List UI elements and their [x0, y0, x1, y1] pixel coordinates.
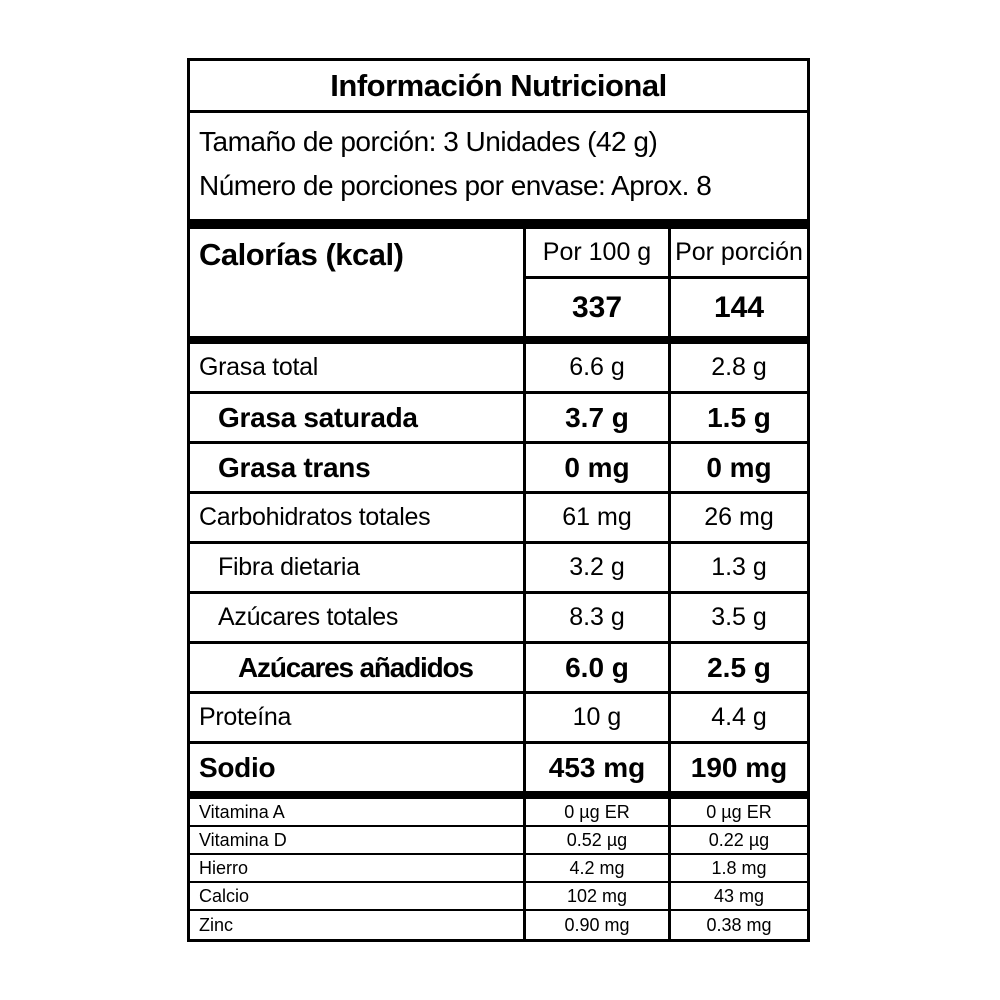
nutrient-per-100g: 6.0 g [523, 644, 668, 691]
per-100g-column-header: Por 100 g [523, 229, 668, 279]
calories-section: Calorías (kcal) Por 100 g Por porción 33… [190, 229, 807, 344]
nutrient-name: Azúcares totales [218, 603, 399, 631]
micronutrient-per-100g: 0.52 µg [523, 827, 668, 853]
table-row-carbohidratos: Carbohidratos totales 61 mg 26 mg [190, 494, 807, 544]
nutrient-per-100g: 0 mg [523, 444, 668, 491]
micronutrient-per-portion: 0 µg ER [668, 799, 807, 825]
table-row-proteina: Proteína 10 g 4.4 g [190, 694, 807, 744]
serving-size-text: Tamaño de porción: 3 Unidades (42 g) [199, 126, 658, 157]
table-row-azucares-anadidos: Azúcares añadidos 6.0 g 2.5 g [190, 644, 807, 694]
calories-per-portion-value: 144 [668, 279, 807, 336]
micronutrient-name: Vitamina D [199, 829, 287, 850]
micronutrient-table: Vitamina A 0 µg ER 0 µg ER Vitamina D 0.… [190, 799, 807, 939]
nutrient-name: Fibra dietaria [218, 553, 360, 581]
nutrient-per-100g: 61 mg [523, 494, 668, 541]
table-row-vitamina-a: Vitamina A 0 µg ER 0 µg ER [190, 799, 807, 827]
micronutrient-per-portion: 0.22 µg [668, 827, 807, 853]
serving-info: Tamaño de porción: 3 Unidades (42 g) Núm… [190, 113, 807, 229]
micronutrient-per-100g: 4.2 mg [523, 855, 668, 881]
table-row-fibra-dietaria: Fibra dietaria 3.2 g 1.3 g [190, 544, 807, 594]
calories-label: Calorías (kcal) [199, 237, 404, 272]
micronutrient-name: Hierro [199, 857, 249, 878]
micronutrient-name: Calcio [199, 885, 250, 906]
nutrient-per-100g: 6.6 g [523, 344, 668, 391]
nutrient-name: Grasa total [199, 353, 318, 381]
table-row-zinc: Zinc 0.90 mg 0.38 mg [190, 911, 807, 939]
table-row-grasa-trans: Grasa trans 0 mg 0 mg [190, 444, 807, 494]
nutrient-name: Azúcares añadidos [238, 651, 474, 683]
nutrient-per-100g: 3.7 g [523, 394, 668, 441]
label-title: Información Nutricional [190, 61, 807, 113]
table-row-calcio: Calcio 102 mg 43 mg [190, 883, 807, 911]
nutrient-per-portion: 3.5 g [668, 594, 807, 641]
nutrition-label: Información Nutricional Tamaño de porció… [187, 58, 810, 942]
table-row-grasa-total: Grasa total 6.6 g 2.8 g [190, 344, 807, 394]
nutrient-table: Grasa total 6.6 g 2.8 g Grasa saturada 3… [190, 344, 807, 799]
nutrient-name: Carbohidratos totales [199, 503, 431, 531]
nutrient-per-portion: 2.5 g [668, 644, 807, 691]
table-row-hierro: Hierro 4.2 mg 1.8 mg [190, 855, 807, 883]
nutrient-per-portion: 2.8 g [668, 344, 807, 391]
table-row-sodio: Sodio 453 mg 190 mg [190, 744, 807, 799]
nutrient-per-100g: 453 mg [523, 744, 668, 791]
micronutrient-per-portion: 1.8 mg [668, 855, 807, 881]
table-row-azucares-totales: Azúcares totales 8.3 g 3.5 g [190, 594, 807, 644]
nutrient-per-100g: 8.3 g [523, 594, 668, 641]
table-row-vitamina-d: Vitamina D 0.52 µg 0.22 µg [190, 827, 807, 855]
nutrient-per-100g: 10 g [523, 694, 668, 741]
per-portion-column-header: Por porción [668, 229, 807, 279]
nutrient-per-100g: 3.2 g [523, 544, 668, 591]
nutrient-per-portion: 26 mg [668, 494, 807, 541]
micronutrient-per-portion: 0.38 mg [668, 911, 807, 939]
micronutrient-per-portion: 43 mg [668, 883, 807, 909]
nutrient-per-portion: 0 mg [668, 444, 807, 491]
micronutrient-name: Zinc [199, 914, 234, 935]
nutrient-name: Grasa trans [218, 451, 371, 483]
calories-per-100g-value: 337 [523, 279, 668, 336]
nutrient-name: Grasa saturada [218, 401, 418, 433]
micronutrient-per-100g: 0.90 mg [523, 911, 668, 939]
nutrient-name: Sodio [199, 751, 276, 783]
nutrient-per-portion: 1.3 g [668, 544, 807, 591]
nutrient-per-portion: 1.5 g [668, 394, 807, 441]
nutrient-per-portion: 190 mg [668, 744, 807, 791]
table-row-grasa-saturada: Grasa saturada 3.7 g 1.5 g [190, 394, 807, 444]
nutrient-name: Proteína [199, 703, 292, 731]
micronutrient-per-100g: 102 mg [523, 883, 668, 909]
servings-per-container-text: Número de porciones por envase: Aprox. 8 [199, 170, 712, 201]
micronutrient-name: Vitamina A [199, 801, 285, 822]
nutrient-per-portion: 4.4 g [668, 694, 807, 741]
micronutrient-per-100g: 0 µg ER [523, 799, 668, 825]
